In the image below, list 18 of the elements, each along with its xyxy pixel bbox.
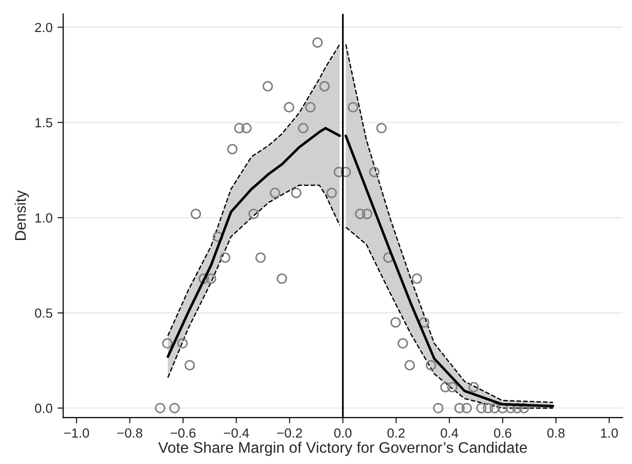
x-tick-label: −1.0: [64, 428, 90, 438]
x-tick-label: −0.4: [224, 428, 249, 438]
x-tick-label: 0.4: [440, 428, 458, 438]
x-tick-label: 0.6: [494, 428, 512, 438]
x-tick-label: 1.0: [601, 428, 618, 438]
x-tick-label: −0.8: [117, 428, 142, 438]
x-tick-label: 0.0: [334, 428, 352, 438]
y-tick-label: 1.5: [35, 118, 52, 128]
y-tick-label: 0.5: [34, 308, 52, 318]
y-axis-title: Density: [14, 190, 29, 240]
x-tick-label: −0.6: [170, 428, 196, 438]
x-tick-label: −0.2: [277, 428, 302, 438]
y-tick-label: 0.0: [34, 404, 52, 413]
x-tick-label: 0.2: [387, 428, 405, 438]
y-tick-label: 2.0: [35, 22, 52, 32]
x-tick-label: 0.8: [547, 428, 565, 438]
x-axis-title: Vote Share Margin of Victory for Governor’s Candidate: [158, 442, 527, 456]
y-tick-label: 1.0: [35, 213, 52, 223]
